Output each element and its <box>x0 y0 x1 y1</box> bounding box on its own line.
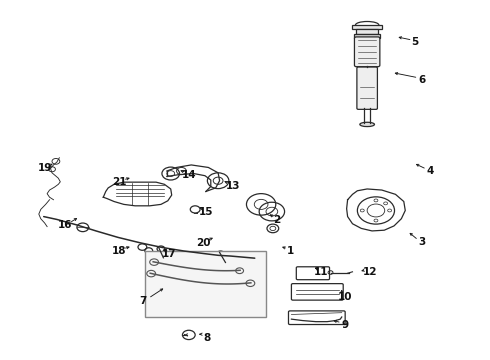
Ellipse shape <box>360 122 374 127</box>
Text: 18: 18 <box>112 246 126 256</box>
Text: 3: 3 <box>418 237 425 247</box>
Text: 1: 1 <box>286 246 294 256</box>
Text: 5: 5 <box>412 37 418 47</box>
Text: 4: 4 <box>426 166 433 176</box>
Text: 12: 12 <box>362 267 377 277</box>
Bar <box>145 251 266 317</box>
FancyBboxPatch shape <box>354 37 380 67</box>
Text: 11: 11 <box>314 267 328 277</box>
Text: 6: 6 <box>418 75 425 85</box>
Text: 19: 19 <box>37 163 52 173</box>
FancyBboxPatch shape <box>357 67 377 109</box>
Text: 8: 8 <box>203 333 211 343</box>
Text: 7: 7 <box>140 296 147 306</box>
Text: 15: 15 <box>198 207 213 217</box>
Bar <box>356 30 378 34</box>
Text: 21: 21 <box>112 177 126 187</box>
Text: 16: 16 <box>58 220 73 230</box>
Text: 14: 14 <box>181 170 196 180</box>
Text: 10: 10 <box>338 292 352 302</box>
Text: 20: 20 <box>196 238 211 248</box>
Bar <box>354 34 380 39</box>
Text: 2: 2 <box>273 215 281 225</box>
Bar <box>352 25 382 30</box>
Text: 9: 9 <box>342 320 349 330</box>
Text: 13: 13 <box>225 181 240 191</box>
Text: 17: 17 <box>162 249 176 259</box>
